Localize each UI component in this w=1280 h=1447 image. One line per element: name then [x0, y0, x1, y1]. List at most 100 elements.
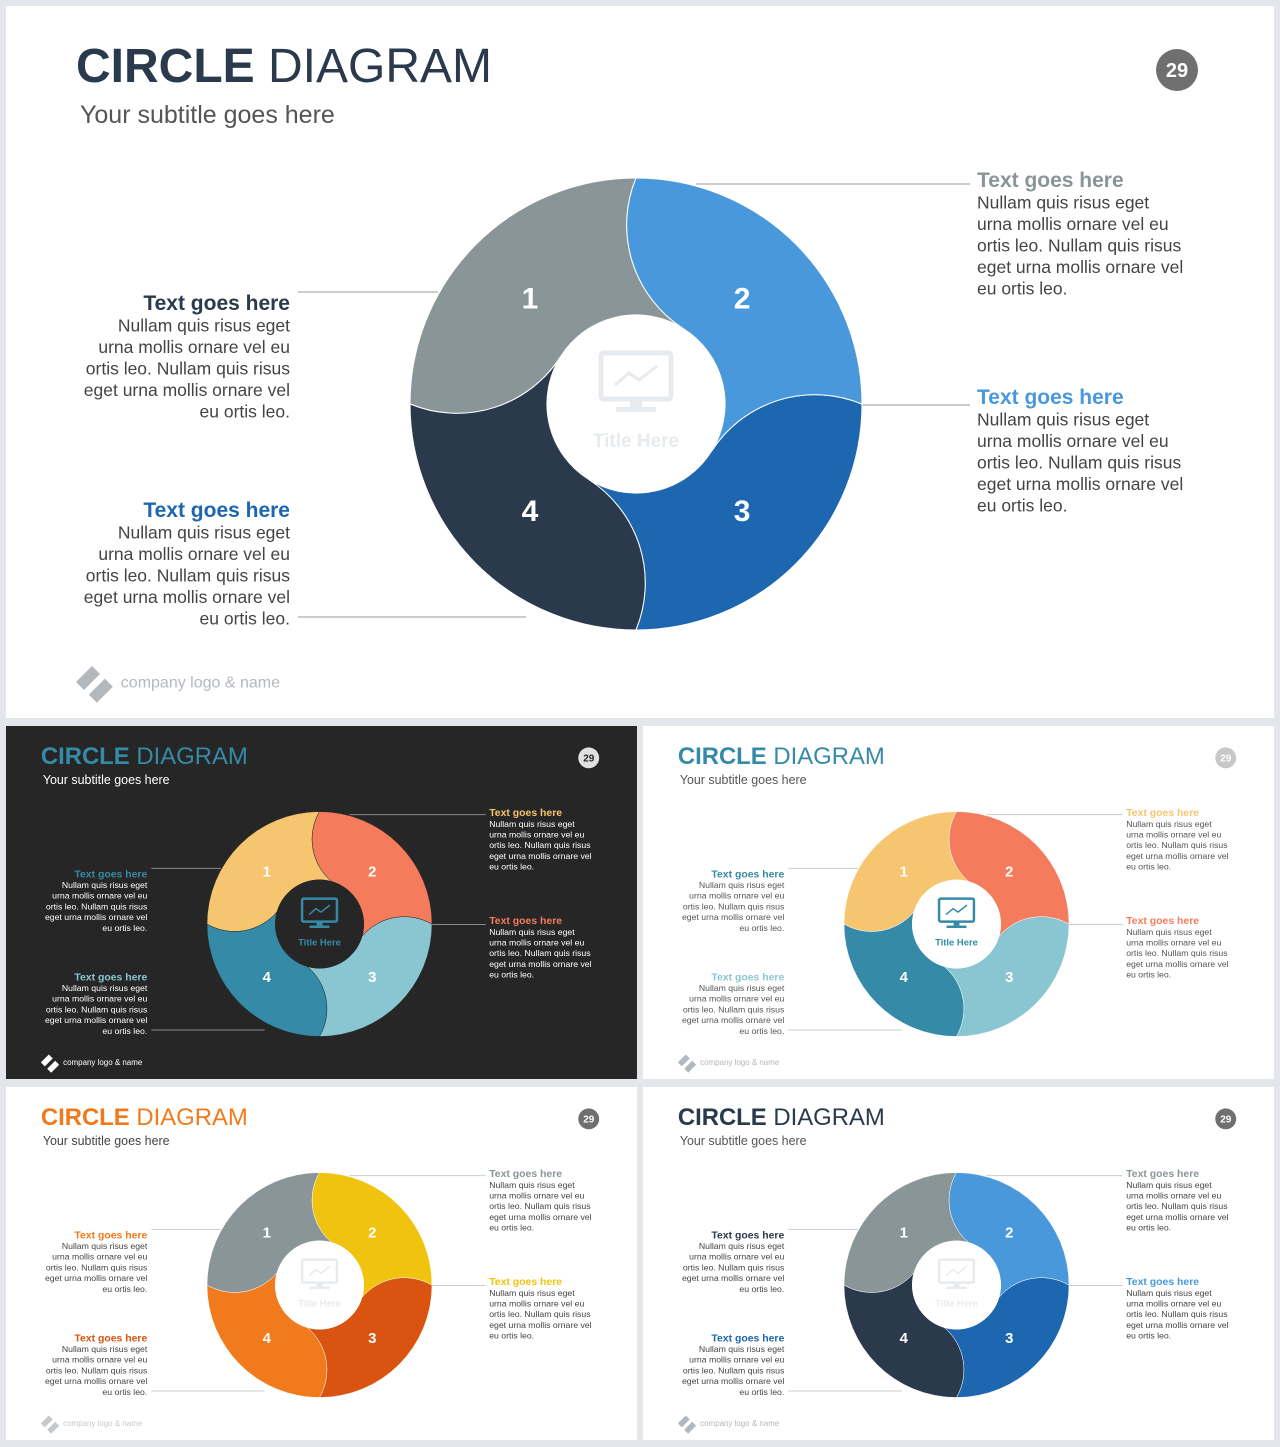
text-block-body-line: ortis leo. Nullam quis risus [46, 1262, 148, 1272]
text-block-heading: Text goes here [143, 292, 290, 315]
segment-number-1: 1 [900, 864, 908, 881]
text-block-body-line: eget urna mollis ornare vel [489, 1320, 591, 1330]
text-block-body-line: eu ortis leo. [200, 402, 290, 422]
center-title-label: Title Here [298, 1298, 341, 1309]
segment-number-2: 2 [734, 283, 751, 316]
title-regular-part: DIAGRAM [767, 1104, 885, 1131]
text-block-body-line: eget urna mollis ornare vel [489, 851, 591, 861]
circle-diagram: 1 2 3 4 [843, 811, 1070, 1037]
text-block-body-line: eget urna mollis ornare vel [45, 1376, 147, 1386]
text-block-body-line: eget urna mollis ornare vel [45, 1273, 147, 1283]
segment-number-2: 2 [1005, 864, 1013, 881]
slide-blue-variant: CIRCLE DIAGRAM Your subtitle goes here 29 1… [643, 1087, 1274, 1440]
text-block-body-line: urna mollis ornare vel eu [1126, 1298, 1221, 1308]
text-block-body-line: urna mollis ornare vel eu [977, 431, 1169, 451]
slide-subtitle: Your subtitle goes here [680, 1134, 807, 1148]
slide-title: CIRCLE DIAGRAM [76, 40, 492, 93]
text-block-heading: Text goes here [74, 972, 147, 983]
text-block-heading: Text goes here [1126, 808, 1199, 819]
text-block-body-line: Nullam quis risus eget [1126, 819, 1212, 829]
segment-number-4: 4 [900, 1330, 909, 1347]
monitor-chart-icon [300, 897, 339, 929]
text-block-body-line: ortis leo. Nullam quis risus [977, 453, 1181, 473]
center-title-label: Title Here [593, 431, 679, 452]
text-block-body-line: eu ortis leo. [102, 1026, 147, 1036]
text-block-heading: Text goes here [489, 1169, 562, 1180]
badge-circle [578, 1108, 600, 1130]
text-block-heading: Text goes here [489, 808, 562, 819]
text-block-body-line: eu ortis leo. [739, 1284, 784, 1294]
slide-canvas: CIRCLE DIAGRAM Your subtitle goes here 29 1… [40, 743, 600, 1073]
text-block-body-line: Nullam quis risus eget [489, 1180, 575, 1190]
diagram-segment-2 [311, 811, 433, 937]
segment-number-1: 1 [263, 1225, 271, 1242]
text-block-body-line: eget urna mollis ornare vel [1126, 1212, 1228, 1222]
text-block-body-line: ortis leo. Nullam quis risus [1126, 1309, 1228, 1319]
page-number-badge: 29 [578, 1108, 600, 1130]
text-block-body-line: ortis leo. Nullam quis risus [46, 1365, 148, 1375]
text-block-body-line: urna mollis ornare vel eu [977, 214, 1169, 234]
logo-mark-icon [40, 1415, 53, 1428]
text-block-body-line: eget urna mollis ornare vel [682, 912, 784, 922]
text-block-heading: Text goes here [1126, 1277, 1199, 1288]
title-bold-part: CIRCLE [678, 1104, 767, 1131]
text-block-heading: Text goes here [74, 1333, 147, 1344]
segment-number-2: 2 [1005, 1225, 1013, 1242]
text-block-body-line: urna mollis ornare vel eu [52, 1252, 147, 1262]
slide-title: CIRCLE DIAGRAM [678, 1104, 885, 1131]
text-block-body-line: Nullam quis risus eget [62, 983, 148, 993]
page-number-badge: 29 [1156, 49, 1198, 91]
company-logo-text: company logo & name [121, 675, 280, 692]
title-regular-part: DIAGRAM [130, 743, 248, 770]
company-logo: company logo & name [677, 1415, 780, 1434]
text-block-body-line: ortis leo. Nullam quis risus [683, 1004, 785, 1014]
slide-canvas: CIRCLE DIAGRAM Your subtitle goes here 29 1… [40, 1104, 600, 1434]
slide-canvas: CIRCLE DIAGRAM Your subtitle goes here 29 1… [76, 40, 1198, 703]
text-block-body-line: ortis leo. Nullam quis risus [489, 948, 591, 958]
text-block-body-line: Nullam quis risus eget [699, 983, 785, 993]
page-number: 29 [583, 1114, 595, 1125]
slide-main: CIRCLE DIAGRAM Your subtitle goes here 29 1… [6, 6, 1274, 718]
text-block-body-line: urna mollis ornare vel eu [689, 1355, 784, 1365]
text-block-body-line: eget urna mollis ornare vel [682, 1015, 784, 1025]
text-block-body-line: Nullam quis risus eget [1126, 1288, 1212, 1298]
text-block-body-line: eu ortis leo. [977, 279, 1067, 299]
text-block-body-line: eget urna mollis ornare vel [45, 912, 147, 922]
segment-number-3: 3 [734, 495, 751, 528]
text-block-body-line: eget urna mollis ornare vel [682, 1376, 784, 1386]
text-block-body-line: Nullam quis risus eget [977, 410, 1149, 430]
text-block-body-line: Nullam quis risus eget [1126, 927, 1212, 937]
text-block-body-line: eu ortis leo. [739, 1026, 784, 1036]
slide-orange-variant: CIRCLE DIAGRAM Your subtitle goes here 29 1… [6, 1087, 637, 1440]
text-block-body-line: urna mollis ornare vel eu [52, 1355, 147, 1365]
page-number: 29 [1166, 60, 1188, 82]
segment-number-1: 1 [522, 283, 539, 316]
text-block-body-line: urna mollis ornare vel eu [689, 1252, 784, 1262]
page-number-badge: 29 [1215, 747, 1237, 769]
text-block-heading: Text goes here [711, 972, 784, 983]
title-bold-part: CIRCLE [678, 743, 767, 770]
text-block-body-line: eget urna mollis ornare vel [1126, 959, 1228, 969]
company-logo: company logo & name [677, 1054, 780, 1073]
page-number-badge: 29 [578, 747, 600, 769]
text-block-body-line: ortis leo. Nullam quis risus [683, 1365, 785, 1375]
title-bold-part: CIRCLE [41, 743, 130, 770]
page-number: 29 [1220, 753, 1232, 764]
text-block-body-line: eu ortis leo. [489, 1223, 534, 1233]
text-block-body-line: eget urna mollis ornare vel [977, 474, 1183, 494]
badge-circle [1215, 747, 1237, 769]
text-block-body-line: ortis leo. Nullam quis risus [977, 236, 1181, 256]
text-block-body-line: urna mollis ornare vel eu [52, 994, 147, 1004]
logo-mark-icon [677, 1054, 690, 1067]
